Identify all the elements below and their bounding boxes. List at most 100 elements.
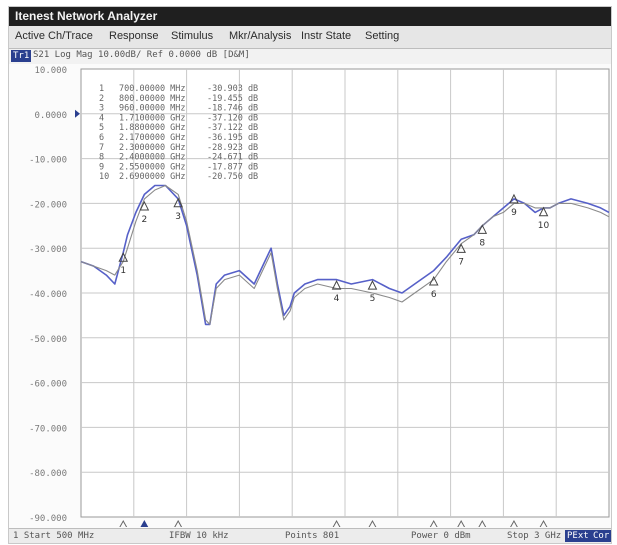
stop-frequency[interactable]: Stop 3 GHz [507, 531, 562, 541]
marker-table-num: 2 [99, 94, 104, 104]
y-tick-label: -20.000 [29, 200, 67, 210]
marker-table-value: -24.671 dB [207, 153, 258, 163]
title-bar: Itenest Network Analyzer [9, 7, 611, 26]
marker-table-freq: 800.00000 MHz [119, 94, 186, 104]
y-tick-label: -90.000 [29, 514, 67, 524]
bottom-marker-7-icon [457, 519, 466, 527]
marker-table-num: 3 [99, 104, 104, 114]
trace-curves [80, 184, 610, 326]
menu-mkr-analysis[interactable]: Mkr/Analysis [229, 30, 292, 42]
bottom-marker-8-icon [478, 519, 487, 527]
marker-table-value: -18.746 dB [207, 104, 258, 114]
app-title: Itenest Network Analyzer [15, 9, 158, 23]
marker-10-label: 10 [538, 221, 550, 231]
analyzer-screen: Itenest Network Analyzer Active Ch/Trace… [8, 6, 612, 544]
sweep-points[interactable]: Points 801 [285, 531, 340, 541]
menu-instr-state[interactable]: Instr State [301, 30, 352, 42]
menu-response[interactable]: Response [109, 30, 159, 42]
marker-table-num: 1 [99, 84, 104, 94]
marker-3-label: 3 [175, 212, 181, 222]
marker-table-freq: 2.4000000 GHz [119, 153, 186, 163]
correction-badge: Cor [591, 530, 611, 542]
marker-table-value: -37.122 dB [207, 123, 258, 133]
marker-5-label: 5 [370, 294, 376, 304]
marker-4-label: 4 [334, 294, 340, 304]
marker-table-num: 4 [99, 113, 104, 123]
extcal-badge: PExt [565, 530, 591, 542]
marker-10-icon [538, 206, 549, 217]
marker-8-icon [477, 224, 488, 234]
trace-markers: 1 2 3 4 5 6 7 8 9 10 [118, 193, 550, 304]
trace-header: Tr1 S21 Log Mag 10.00dB/ Ref 0.0000 dB [… [9, 49, 611, 64]
marker-table-num: 6 [99, 133, 104, 143]
menu-stimulus[interactable]: Stimulus [171, 30, 214, 42]
start-frequency[interactable]: 1 Start 500 MHz [13, 531, 95, 541]
marker-table-value: -19.455 dB [207, 94, 258, 104]
bottom-marker-4-icon [332, 519, 341, 527]
marker-table-value: -28.923 dB [207, 143, 258, 153]
marker-2-label: 2 [141, 215, 147, 225]
marker-table-freq: 2.1700000 GHz [119, 133, 186, 143]
marker-4-icon [331, 279, 342, 290]
marker-1-label: 1 [120, 266, 126, 276]
bottom-marker-6-icon [429, 519, 438, 527]
menu-active-ch-trace[interactable]: Active Ch/Trace [15, 30, 93, 42]
trace-plot: 10.000 0.0000 -10.000 -20.000 -30.000 -40.000… [29, 66, 610, 527]
reference-arrow-icon [75, 109, 80, 118]
marker-table-freq: 1.7100000 GHz [119, 113, 186, 123]
bottom-marker-10-icon [539, 519, 548, 527]
marker-table-freq: 960.00000 MHz [119, 104, 186, 114]
marker-table-freq: 700.00000 MHz [119, 84, 186, 94]
bottom-marker-2-icon [140, 519, 149, 527]
marker-5-icon [367, 279, 378, 290]
y-tick-label: 10.000 [34, 66, 67, 76]
y-tick-label: -70.000 [29, 424, 67, 434]
bottom-marker-row [119, 519, 548, 527]
marker-table-value: -37.120 dB [207, 113, 258, 123]
marker-7-icon [456, 243, 466, 253]
y-tick-label: -80.000 [29, 469, 67, 479]
trace-line-2 [80, 184, 610, 325]
marker-3-icon [173, 197, 183, 208]
source-power[interactable]: Power 0 dBm [411, 531, 471, 541]
bottom-marker-9-icon [510, 519, 518, 527]
y-tick-label: 0.0000 [34, 111, 67, 121]
y-tick-label: -50.000 [29, 335, 67, 345]
marker-9-label: 9 [511, 208, 517, 218]
trace-line-1 [80, 184, 610, 326]
marker-table-num: 7 [99, 143, 104, 153]
marker-table-num: 9 [99, 162, 104, 172]
trace-settings: S21 Log Mag 10.00dB/ Ref 0.0000 dB [D&M] [33, 50, 250, 60]
marker-table-value: -30.903 dB [207, 84, 258, 94]
y-tick-label: -10.000 [29, 156, 67, 166]
marker-1-icon [118, 252, 129, 262]
marker-table-value: -20.750 dB [207, 172, 258, 182]
marker-6-label: 6 [431, 290, 437, 300]
menu-bar: Active Ch/Trace Response Stimulus Mkr/An… [9, 26, 611, 49]
y-tick-labels: 10.000 0.0000 -10.000 -20.000 -30.000 -40.000… [29, 66, 80, 524]
marker-8-label: 8 [479, 238, 485, 248]
marker-6-icon [428, 275, 439, 286]
menu-setting[interactable]: Setting [365, 30, 400, 42]
marker-table-freq: 1.8800000 GHz [119, 123, 186, 133]
if-bandwidth[interactable]: IFBW 10 kHz [169, 531, 229, 541]
marker-table-value: -17.877 dB [207, 162, 258, 172]
bottom-marker-5-icon [368, 519, 377, 527]
bottom-marker-3-icon [174, 519, 183, 527]
status-bar: 1 Start 500 MHz IFBW 10 kHz Points 801 P… [9, 528, 611, 543]
marker-9-icon [509, 193, 519, 204]
bottom-marker-1-icon [119, 519, 128, 527]
grid [80, 68, 610, 518]
marker-table-value: -36.195 dB [207, 133, 258, 143]
marker-table: 1 700.00000 MHz -30.903 dB 2 800.00000 MHz -1… [99, 84, 258, 182]
marker-table-num: 10 [99, 172, 109, 182]
y-tick-label: -30.000 [29, 245, 67, 255]
marker-table-num: 8 [99, 153, 104, 163]
y-tick-label: -60.000 [29, 380, 67, 390]
marker-2-icon [139, 200, 150, 211]
marker-table-num: 5 [99, 123, 104, 133]
marker-table-freq: 2.5500000 GHz [119, 162, 186, 172]
marker-table-freq: 2.6900000 GHz [119, 172, 186, 182]
trace-badge[interactable]: Tr1 [11, 50, 32, 62]
y-tick-label: -40.000 [29, 290, 67, 300]
